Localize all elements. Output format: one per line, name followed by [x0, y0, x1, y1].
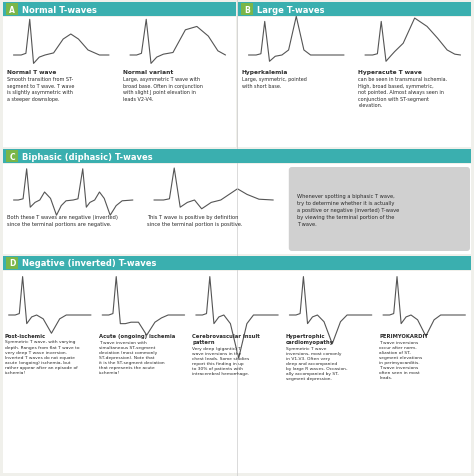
Bar	[6, 151, 18, 163]
Bar	[238, 3, 471, 17]
Text: Symmetric T wave
inversions, most comonly
in V1-V3. Often very
deep and accompan: Symmetric T wave inversions, most comonl…	[286, 346, 347, 380]
Bar	[3, 271, 471, 473]
Text: Hypertrophic
cardiomyopathy: Hypertrophic cardiomyopathy	[286, 333, 334, 345]
FancyBboxPatch shape	[289, 168, 470, 251]
Text: T wave inversions
occur after norm-
alization of ST-
segment elevations
in perim: T wave inversions occur after norm- aliz…	[379, 340, 423, 379]
Text: Whenever spotting a biphasic T wave,
try to determine whether it is actually
a p: Whenever spotting a biphasic T wave, try…	[297, 193, 399, 226]
Text: Normal variant: Normal variant	[124, 70, 174, 75]
Text: Post-ischemic: Post-ischemic	[5, 333, 46, 338]
Text: Large, asymmetric T wave with
broad base. Often in conjunction
with slight J poi: Large, asymmetric T wave with broad base…	[124, 77, 203, 101]
Bar	[3, 149, 471, 164]
Text: This T wave is positive by definition
since the terminal portion is positive.: This T wave is positive by definition si…	[147, 215, 243, 226]
Text: B: B	[244, 6, 250, 14]
Text: PERIMYOKARDIT: PERIMYOKARDIT	[379, 333, 428, 338]
Text: Hyperacute T wave: Hyperacute T wave	[358, 70, 422, 75]
Text: Negative (inverted) T-waves: Negative (inverted) T-waves	[22, 259, 156, 268]
Text: Hyperkalemia: Hyperkalemia	[242, 70, 288, 75]
Text: Symmetric T wave, with varying
depth. Ranges from flat T wave to
very deep T wav: Symmetric T wave, with varying depth. Ra…	[5, 340, 80, 374]
Text: Cerebrovascular insult
pattern: Cerebrovascular insult pattern	[192, 333, 260, 345]
Text: Normal T wave: Normal T wave	[7, 70, 56, 75]
Bar	[6, 258, 18, 269]
Bar	[3, 3, 236, 17]
Text: Smooth transition from ST-
segment to T wave. T wave
is slightly asymmetric with: Smooth transition from ST- segment to T …	[7, 77, 74, 101]
Text: Normal T-waves: Normal T-waves	[22, 6, 97, 14]
Text: Large, symmetric, pointed
with short base.: Large, symmetric, pointed with short bas…	[242, 77, 307, 89]
Text: Acute (ongoing) ischemia: Acute (ongoing) ischemia	[99, 333, 175, 338]
Text: D: D	[9, 259, 15, 268]
Bar	[3, 257, 471, 270]
Text: T wave inversion with
simultaneous ST-segment
deviation (most commonly
ST-depres: T wave inversion with simultaneous ST-se…	[99, 340, 164, 374]
Text: Biphasic (diphasic) T-waves: Biphasic (diphasic) T-waves	[22, 152, 153, 161]
Text: Both these T waves are negative (inverted)
since the terminal portions are negat: Both these T waves are negative (inverte…	[7, 215, 118, 226]
Text: C: C	[9, 152, 15, 161]
Bar	[241, 4, 253, 16]
Bar	[3, 165, 471, 255]
Text: Large T-waves: Large T-waves	[257, 6, 325, 14]
Bar	[6, 4, 18, 16]
Text: Very deep (gigantic) T
wave inversions in the
chest leads. Some studies
report t: Very deep (gigantic) T wave inversions i…	[192, 346, 249, 376]
Text: A: A	[9, 6, 15, 14]
Bar	[3, 18, 236, 148]
Bar	[238, 18, 471, 148]
Text: can be seen in transmural ischemia.
High, broad based, symmetric,
not pointed. A: can be seen in transmural ischemia. High…	[358, 77, 447, 108]
